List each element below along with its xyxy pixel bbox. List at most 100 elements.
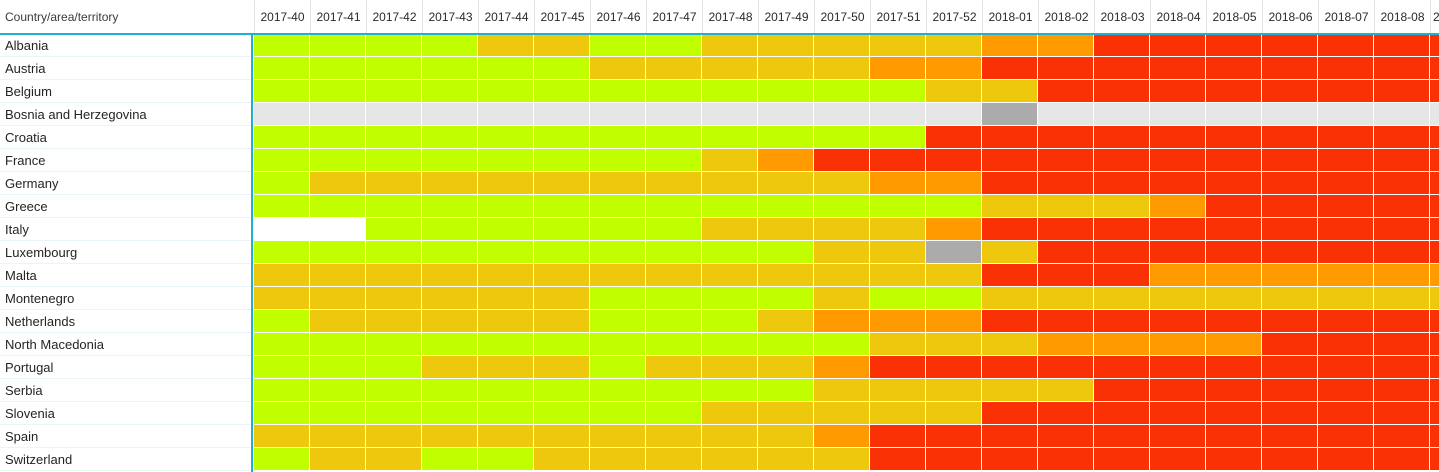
heatmap-cell[interactable] xyxy=(478,80,534,103)
heatmap-cell[interactable] xyxy=(590,57,646,80)
heatmap-cell[interactable] xyxy=(366,149,422,172)
heatmap-cell[interactable] xyxy=(590,310,646,333)
heatmap-cell[interactable] xyxy=(1150,379,1206,402)
heatmap-cell[interactable] xyxy=(1430,287,1439,310)
heatmap-cell[interactable] xyxy=(366,287,422,310)
heatmap-cell[interactable] xyxy=(1374,241,1430,264)
heatmap-cell[interactable] xyxy=(1206,103,1262,126)
row-label[interactable]: Spain xyxy=(0,425,254,448)
heatmap-cell[interactable] xyxy=(646,241,702,264)
heatmap-cell[interactable] xyxy=(534,264,590,287)
heatmap-cell[interactable] xyxy=(1262,356,1318,379)
heatmap-cell[interactable] xyxy=(254,80,310,103)
heatmap-cell[interactable] xyxy=(1038,218,1094,241)
heatmap-cell[interactable] xyxy=(422,149,478,172)
row-label[interactable]: Luxembourg xyxy=(0,241,254,264)
heatmap-cell[interactable] xyxy=(478,264,534,287)
heatmap-cell[interactable] xyxy=(1038,172,1094,195)
heatmap-cell[interactable] xyxy=(310,34,366,57)
heatmap-cell[interactable] xyxy=(926,425,982,448)
heatmap-cell[interactable] xyxy=(1374,34,1430,57)
heatmap-cell[interactable] xyxy=(702,195,758,218)
column-header-2017-41[interactable]: 2017-41 xyxy=(310,0,366,34)
heatmap-cell[interactable] xyxy=(1318,126,1374,149)
heatmap-cell[interactable] xyxy=(814,425,870,448)
heatmap-cell[interactable] xyxy=(534,57,590,80)
heatmap-cell[interactable] xyxy=(534,126,590,149)
heatmap-cell[interactable] xyxy=(1038,149,1094,172)
heatmap-cell[interactable] xyxy=(1374,333,1430,356)
heatmap-cell[interactable] xyxy=(1206,379,1262,402)
heatmap-cell[interactable] xyxy=(1094,310,1150,333)
heatmap-cell[interactable] xyxy=(758,425,814,448)
heatmap-cell[interactable] xyxy=(254,425,310,448)
heatmap-cell[interactable] xyxy=(646,103,702,126)
heatmap-cell[interactable] xyxy=(422,264,478,287)
row-label[interactable]: Germany xyxy=(0,172,254,195)
heatmap-cell[interactable] xyxy=(1262,57,1318,80)
heatmap-cell[interactable] xyxy=(646,287,702,310)
heatmap-cell[interactable] xyxy=(982,356,1038,379)
heatmap-cell[interactable] xyxy=(982,425,1038,448)
heatmap-cell[interactable] xyxy=(1374,379,1430,402)
column-header-2017-40[interactable]: 2017-40 xyxy=(254,0,310,34)
heatmap-cell[interactable] xyxy=(1430,218,1439,241)
heatmap-cell[interactable] xyxy=(1430,126,1439,149)
heatmap-cell[interactable] xyxy=(366,333,422,356)
heatmap-cell[interactable] xyxy=(702,149,758,172)
heatmap-cell[interactable] xyxy=(1094,425,1150,448)
heatmap-cell[interactable] xyxy=(1318,264,1374,287)
heatmap-cell[interactable] xyxy=(366,57,422,80)
heatmap-cell[interactable] xyxy=(1206,57,1262,80)
heatmap-cell[interactable] xyxy=(254,34,310,57)
heatmap-cell[interactable] xyxy=(1094,264,1150,287)
heatmap-cell[interactable] xyxy=(982,126,1038,149)
column-header-2018-01[interactable]: 2018-01 xyxy=(982,0,1038,34)
heatmap-cell[interactable] xyxy=(870,241,926,264)
heatmap-cell[interactable] xyxy=(1374,218,1430,241)
heatmap-cell[interactable] xyxy=(870,195,926,218)
heatmap-cell[interactable] xyxy=(1150,448,1206,471)
heatmap-cell[interactable] xyxy=(1430,264,1439,287)
heatmap-cell[interactable] xyxy=(310,448,366,471)
heatmap-cell[interactable] xyxy=(1318,402,1374,425)
heatmap-cell[interactable] xyxy=(1262,34,1318,57)
heatmap-cell[interactable] xyxy=(1374,149,1430,172)
heatmap-cell[interactable] xyxy=(1262,103,1318,126)
heatmap-cell[interactable] xyxy=(1262,80,1318,103)
heatmap-cell[interactable] xyxy=(1430,333,1439,356)
heatmap-cell[interactable] xyxy=(758,149,814,172)
heatmap-cell[interactable] xyxy=(982,402,1038,425)
heatmap-cell[interactable] xyxy=(254,218,310,241)
heatmap-cell[interactable] xyxy=(870,287,926,310)
heatmap-cell[interactable] xyxy=(1318,241,1374,264)
heatmap-cell[interactable] xyxy=(310,103,366,126)
heatmap-cell[interactable] xyxy=(590,287,646,310)
heatmap-cell[interactable] xyxy=(1374,126,1430,149)
heatmap-cell[interactable] xyxy=(1318,287,1374,310)
heatmap-cell[interactable] xyxy=(254,126,310,149)
heatmap-cell[interactable] xyxy=(814,448,870,471)
column-header-2017-50[interactable]: 2017-50 xyxy=(814,0,870,34)
heatmap-cell[interactable] xyxy=(254,149,310,172)
heatmap-cell[interactable] xyxy=(310,264,366,287)
heatmap-cell[interactable] xyxy=(1374,103,1430,126)
heatmap-cell[interactable] xyxy=(1150,103,1206,126)
heatmap-cell[interactable] xyxy=(758,379,814,402)
heatmap-cell[interactable] xyxy=(310,402,366,425)
heatmap-cell[interactable] xyxy=(926,379,982,402)
column-header-2018-03[interactable]: 2018-03 xyxy=(1094,0,1150,34)
heatmap-cell[interactable] xyxy=(534,80,590,103)
heatmap-cell[interactable] xyxy=(1094,241,1150,264)
heatmap-cell[interactable] xyxy=(1430,379,1439,402)
heatmap-cell[interactable] xyxy=(1262,333,1318,356)
heatmap-cell[interactable] xyxy=(1038,264,1094,287)
heatmap-cell[interactable] xyxy=(534,218,590,241)
heatmap-cell[interactable] xyxy=(814,264,870,287)
heatmap-cell[interactable] xyxy=(1318,103,1374,126)
heatmap-cell[interactable] xyxy=(1094,379,1150,402)
heatmap-cell[interactable] xyxy=(478,356,534,379)
heatmap-cell[interactable] xyxy=(926,103,982,126)
heatmap-cell[interactable] xyxy=(1038,310,1094,333)
heatmap-cell[interactable] xyxy=(422,425,478,448)
